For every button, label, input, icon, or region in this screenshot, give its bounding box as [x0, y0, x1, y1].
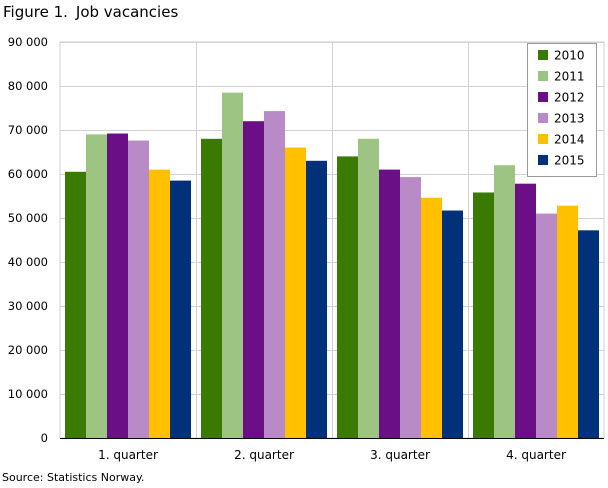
- y-tick-label: 40 000: [8, 255, 48, 269]
- bar: [201, 138, 222, 439]
- bar: [222, 92, 243, 438]
- bar: [557, 205, 578, 438]
- bar: [473, 192, 494, 438]
- legend-label: 2015: [554, 154, 585, 168]
- legend-swatch: [538, 155, 548, 165]
- source-note: Source: Statistics Norway.: [2, 471, 145, 484]
- x-tick-label: 4. quarter: [506, 448, 566, 462]
- bar: [65, 171, 86, 439]
- bar: [494, 165, 515, 438]
- legend-label: 2012: [554, 91, 585, 105]
- legend-label: 2010: [554, 49, 585, 63]
- y-tick-label: 50 000: [8, 211, 48, 225]
- bar: [285, 147, 306, 438]
- bar: [107, 133, 128, 438]
- y-tick-label: 0: [41, 431, 48, 445]
- bar: [421, 197, 442, 438]
- y-tick-label: 30 000: [8, 299, 48, 313]
- bar: [306, 160, 327, 439]
- legend-box: [527, 43, 597, 177]
- legend-label: 2011: [554, 70, 585, 84]
- x-axis-tick-labels: 1. quarter 2. quarter 3. quarter 4. quarter: [98, 448, 566, 462]
- bar: [358, 138, 379, 439]
- bar: [149, 169, 170, 438]
- bar: [515, 183, 536, 438]
- y-tick-label: 10 000: [8, 387, 48, 401]
- bar: [400, 177, 421, 438]
- bar: [379, 169, 400, 438]
- legend-label: 2013: [554, 112, 585, 126]
- bar: [86, 134, 107, 438]
- legend-swatch: [538, 50, 548, 60]
- bar: [128, 140, 149, 438]
- bar: [243, 121, 264, 438]
- figure-label: Figure 1.: [3, 3, 68, 21]
- y-tick-label: 20 000: [8, 343, 48, 357]
- y-axis-tick-labels: 0 10 000 20 000 30 000 40 000 50 000 60 000 70 …: [8, 35, 48, 445]
- y-tick-label: 90 000: [8, 35, 48, 49]
- y-tick-label: 70 000: [8, 123, 48, 137]
- bar: [337, 156, 358, 438]
- bar: [578, 230, 599, 438]
- bars: [65, 92, 599, 439]
- y-tick-label: 60 000: [8, 167, 48, 181]
- bar: [442, 210, 463, 438]
- bar: [170, 180, 191, 438]
- legend: 2010 2011 2012 2013 2014 2015: [527, 43, 597, 177]
- legend-swatch: [538, 71, 548, 81]
- x-tick-label: 3. quarter: [370, 448, 430, 462]
- x-tick-label: 2. quarter: [234, 448, 294, 462]
- grid-lines: [59, 41, 605, 439]
- x-tick-label: 1. quarter: [98, 448, 158, 462]
- legend-swatch: [538, 92, 548, 102]
- figure-title: Figure 1. Job vacancies: [3, 3, 178, 21]
- bar: [536, 213, 557, 438]
- legend-swatch: [538, 113, 548, 123]
- figure-title-text: Job vacancies: [75, 3, 179, 21]
- legend-swatch: [538, 134, 548, 144]
- y-tick-label: 80 000: [8, 79, 48, 93]
- legend-label: 2014: [554, 133, 585, 147]
- bar: [264, 111, 285, 438]
